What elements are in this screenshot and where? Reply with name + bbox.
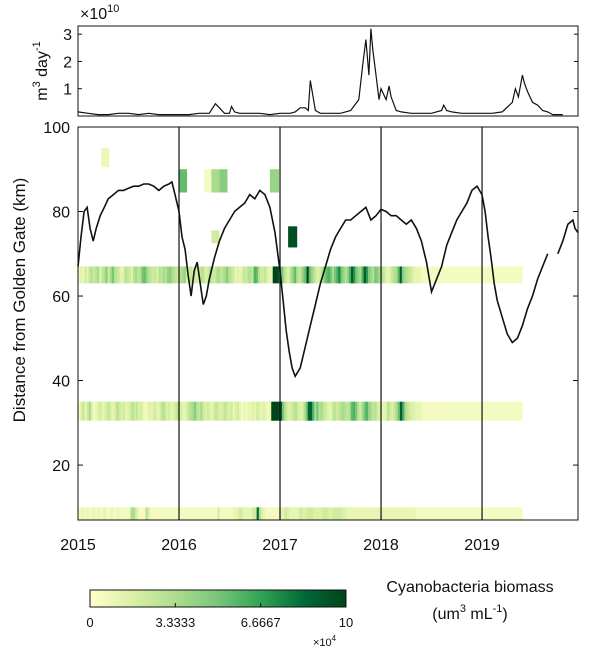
main-panel: 20 40 60 80 100 2015 2016 2017 2018 2019 Distanc…: [10, 120, 578, 554]
main-y-axis-label: Distance from Golden Gate (km): [10, 178, 29, 423]
top-panel-frame: [78, 26, 578, 116]
main-y-tick-labels: 20 40 60 80 100: [43, 120, 70, 475]
colorbar-title-sup2: -1: [493, 603, 503, 615]
top-y-tick-label: 2: [63, 54, 72, 71]
colorbar-scale-label: ×104: [313, 634, 337, 649]
biomass-patch: [270, 169, 279, 192]
biomass-cell: [520, 402, 523, 421]
top-y-scale-label: ×1010: [80, 3, 119, 23]
top-y-tick-label: 3: [63, 27, 72, 44]
colorbar-title-line2: (um3 mL-1): [432, 603, 507, 623]
biomass-patch: [219, 169, 227, 192]
main-y-tick-label: 60: [52, 289, 70, 306]
biomass-patch: [211, 231, 219, 244]
biomass-patch: [101, 148, 109, 167]
main-x-tick-label: 2018: [363, 537, 399, 554]
main-y-tick-label: 80: [52, 205, 70, 222]
top-y-tick-label: 1: [63, 82, 72, 99]
top-y-axis-label-sup2: -1: [31, 41, 43, 51]
main-x-tick-label: 2017: [262, 537, 298, 554]
colorbar: 0 3.3333 6.6667 10 ×104 Cyanobacteria bioma…: [86, 579, 553, 649]
colorbar-scale-exponent: 4: [332, 634, 337, 643]
main-x-tick-labels: 2015 2016 2017 2018 2019: [60, 537, 500, 554]
top-y-axis-label: m3 day-1: [31, 41, 51, 100]
main-x-tick-label: 2019: [464, 537, 500, 554]
biomass-patch: [288, 226, 297, 247]
top-y-tick-labels: 1 2 3: [63, 27, 72, 99]
biomass-patch: [211, 169, 219, 192]
main-x-tick-label: 2015: [60, 537, 96, 554]
colorbar-tick-label: 6.6667: [241, 615, 281, 630]
colorbar-tick-label: 0: [86, 615, 93, 630]
main-x-tick-label: 2016: [161, 537, 197, 554]
colorbar-gradient: [90, 590, 346, 607]
colorbar-tick-label: 10: [339, 615, 353, 630]
biomass-cell: [520, 266, 523, 283]
colorbar-title-line1: Cyanobacteria biomass: [386, 579, 553, 596]
main-y-tick-label: 100: [43, 120, 70, 137]
biomass-patch: [179, 169, 187, 192]
colorbar-tick-label: 3.3333: [155, 615, 195, 630]
biomass-cell: [520, 507, 523, 520]
biomass-patch: [204, 169, 211, 192]
top-panel: 1 2 3 ×1010 m3 day-1: [31, 3, 578, 116]
main-y-tick-label: 40: [52, 374, 70, 391]
top-y-scale-exponent: 10: [107, 3, 119, 15]
main-y-tick-label: 20: [52, 458, 70, 475]
